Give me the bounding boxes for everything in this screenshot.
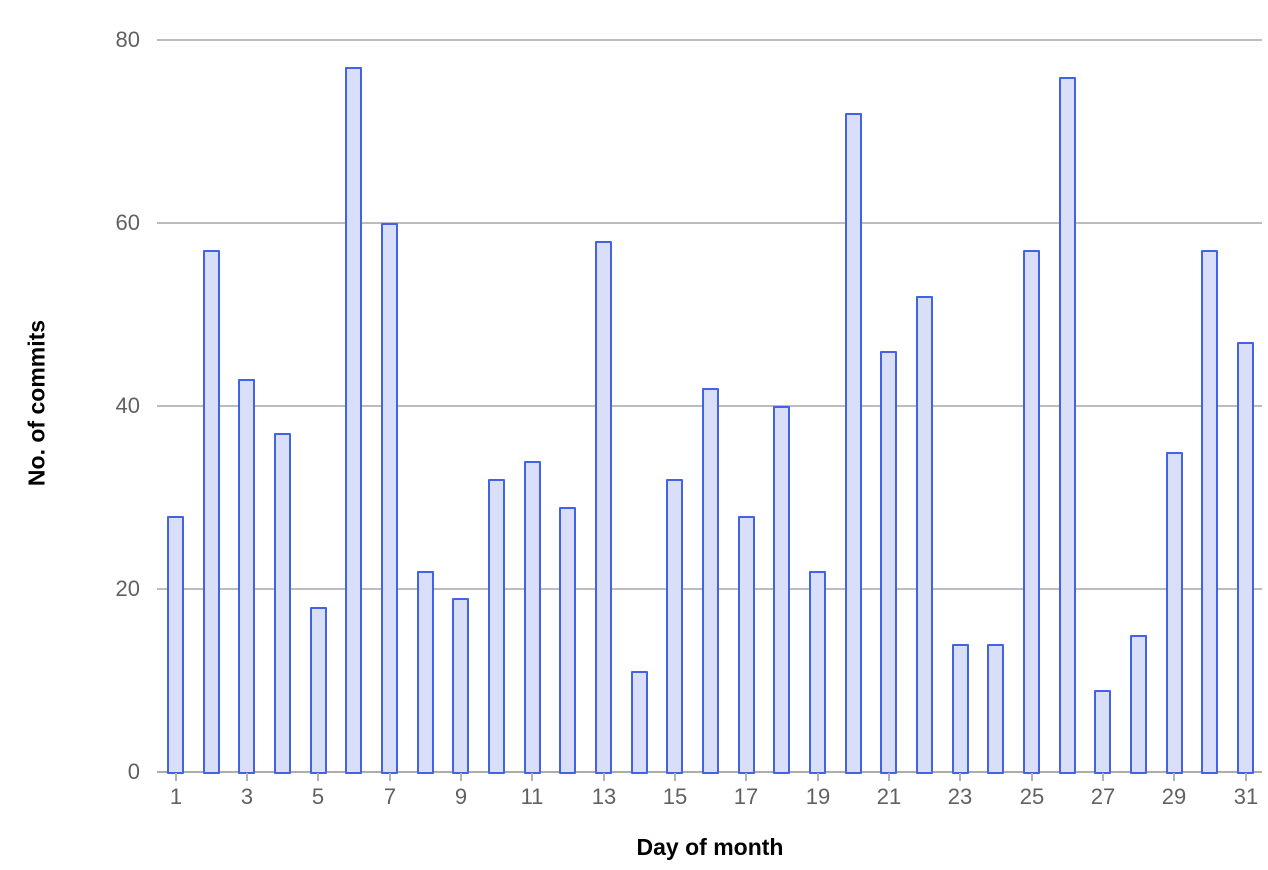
bar-day-6 [345,67,362,774]
bar-day-21 [880,351,897,774]
x-tick-label-1: 1 [169,784,183,809]
x-axis-title: Day of month [636,834,784,860]
bar-day-15 [666,479,683,774]
bar-day-12 [559,507,576,774]
bar-day-8 [417,571,434,774]
x-tick-31 [1245,773,1247,781]
bar-day-20 [845,113,862,774]
x-tick-29 [1173,773,1175,781]
bar-day-24 [987,644,1004,774]
x-tick-label-9: 9 [454,784,468,809]
bar-day-18 [773,406,790,774]
bar-day-19 [809,571,826,774]
y-tick-label-40: 40 [115,393,140,418]
bar-day-23 [952,644,969,774]
bar-day-3 [238,379,255,774]
x-tick-label-31: 31 [1233,784,1259,809]
y-axis-title: No. of commits [23,319,50,487]
bar-day-17 [738,516,755,774]
x-tick-15 [674,773,676,781]
bar-day-2 [203,250,220,774]
x-tick-label-3: 3 [240,784,254,809]
x-tick-label-21: 21 [876,784,902,809]
x-tick-label-13: 13 [591,784,617,809]
bar-day-1 [167,516,184,774]
y-tick-label-0: 0 [127,759,140,784]
bar-day-28 [1130,635,1147,774]
bar-day-5 [310,607,327,774]
bar-day-9 [452,598,469,774]
x-tick-21 [888,773,890,781]
bar-day-7 [381,223,398,774]
x-tick-label-25: 25 [1019,784,1045,809]
x-tick-label-17: 17 [733,784,759,809]
bar-day-11 [524,461,541,774]
x-tick-7 [389,773,391,781]
bar-day-25 [1023,250,1040,774]
x-tick-27 [1102,773,1104,781]
x-tick-3 [246,773,248,781]
gridline-60 [157,222,1262,224]
bar-day-31 [1237,342,1254,774]
x-tick-label-11: 11 [520,784,544,809]
bar-day-27 [1094,690,1111,774]
bar-day-16 [702,388,719,774]
y-tick-label-20: 20 [115,576,140,601]
x-tick-13 [603,773,605,781]
x-tick-25 [1031,773,1033,781]
bar-day-14 [631,671,648,774]
bar-day-26 [1059,77,1076,774]
gridline-80 [157,39,1262,41]
bar-day-30 [1201,250,1218,774]
x-tick-label-5: 5 [311,784,325,809]
x-tick-17 [745,773,747,781]
x-tick-19 [817,773,819,781]
x-tick-label-27: 27 [1090,784,1116,809]
x-tick-5 [317,773,319,781]
bar-day-29 [1166,452,1183,774]
x-tick-9 [460,773,462,781]
x-tick-label-7: 7 [383,784,397,809]
x-tick-23 [959,773,961,781]
x-tick-1 [175,773,177,781]
y-tick-label-60: 60 [115,210,140,235]
bar-day-13 [595,241,612,774]
x-tick-label-19: 19 [805,784,831,809]
x-tick-label-23: 23 [947,784,973,809]
x-tick-label-15: 15 [662,784,688,809]
x-tick-11 [531,773,533,781]
bar-day-22 [916,296,933,774]
y-tick-label-80: 80 [115,27,140,52]
bar-day-10 [488,479,505,774]
x-tick-label-29: 29 [1161,784,1187,809]
bar-day-4 [274,433,291,774]
